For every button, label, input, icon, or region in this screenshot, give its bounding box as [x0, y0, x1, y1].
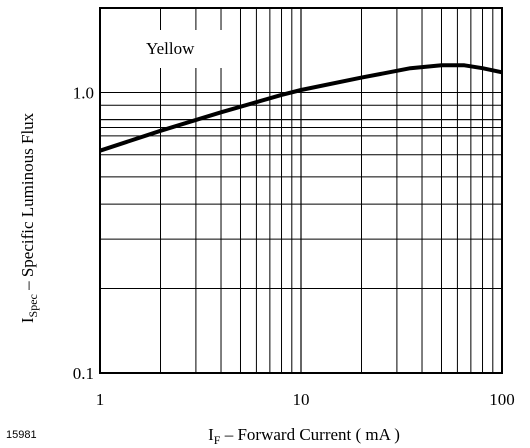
y-tick-label: 1.0: [73, 83, 94, 102]
x-tick-labels: 1 10 100: [96, 390, 515, 409]
y-tick-label: 0.1: [73, 364, 94, 383]
y-axis-label: ISpec – Specific Luminous Flux: [18, 112, 40, 323]
x-tick-label: 10: [293, 390, 310, 409]
series-line: [99, 63, 503, 153]
x-tick-label: 1: [96, 390, 105, 409]
legend-box: Yellow: [138, 30, 238, 68]
series-layer: [99, 63, 503, 153]
x-tick-label: 100: [489, 390, 515, 409]
x-axis-label: IF – Forward Current ( mA ): [208, 425, 400, 447]
y-tick-labels: 0.1 1.0: [73, 83, 94, 383]
figure-id: 15981: [6, 429, 37, 441]
series-annotation: Yellow: [146, 39, 195, 58]
plot-frame: [99, 7, 503, 374]
grid-lines: [99, 8, 503, 373]
